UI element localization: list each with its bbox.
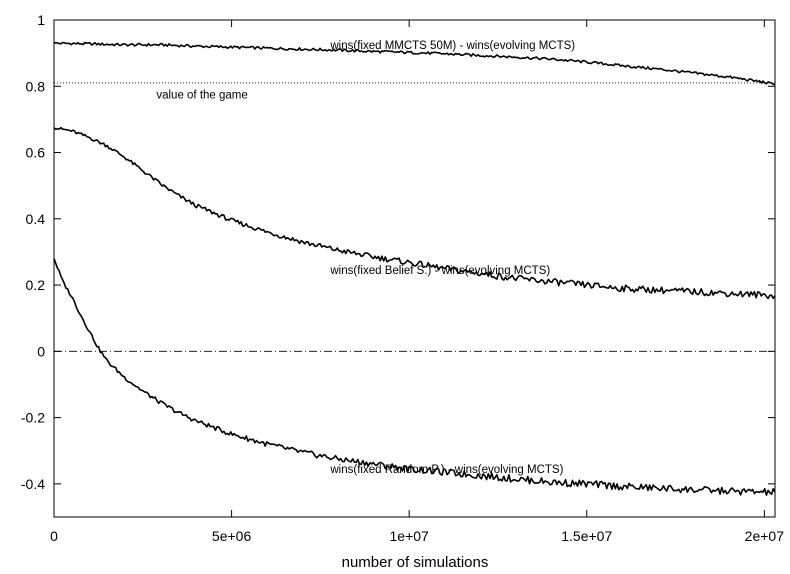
series-line-3 (53, 258, 776, 496)
annotation-wins-fixed-random-p-wins-evolving-mcts: wins(fixed Random P.) - wins(evolving MC… (329, 464, 563, 476)
y-tick-label: 0.2 (26, 277, 46, 293)
y-tick-label: 0.8 (26, 78, 46, 94)
y-tick-label: 0 (37, 343, 45, 359)
y-tick-label: -0.4 (21, 476, 45, 492)
series-layer (53, 41, 776, 496)
series-line-1 (53, 41, 776, 86)
series-line-2 (53, 126, 776, 300)
x-tick-label: 5e+06 (212, 528, 252, 544)
annotation-wins-fixed-belief-s-wins-evolving-mcts: wins(fixed Belief S.) - wins(evolving MC… (329, 265, 550, 277)
x-tick-label: 1e+07 (390, 528, 430, 544)
reference-lines (54, 82, 775, 352)
y-tick-label: 1 (37, 12, 45, 28)
y-tick-label: 0.4 (26, 211, 46, 227)
ticks-layer: -0.4 -0.2 0 0.2 0.4 0.6 0.8 1 0 5e+06 1e+07 1.5e+07… (21, 12, 784, 544)
y-tick-label: -0.2 (21, 410, 45, 426)
annotations-layer: wins(fixed MMCTS 50M) - wins(evolving MC… (156, 40, 575, 476)
x-tick-label: 1.5e+07 (561, 528, 612, 544)
annotation-value-of-the-game: value of the game (156, 90, 247, 102)
x-tick-label: 2e+07 (745, 528, 785, 544)
y-tick-label: 0.6 (26, 145, 46, 161)
annotation-wins-fixed-mmcts-50m-wins-evolving-mcts: wins(fixed MMCTS 50M) - wins(evolving MC… (329, 40, 575, 52)
plot-area-frame (53, 19, 776, 518)
x-tick-label: 0 (50, 528, 58, 544)
x-axis-label: number of simulations (342, 554, 489, 571)
